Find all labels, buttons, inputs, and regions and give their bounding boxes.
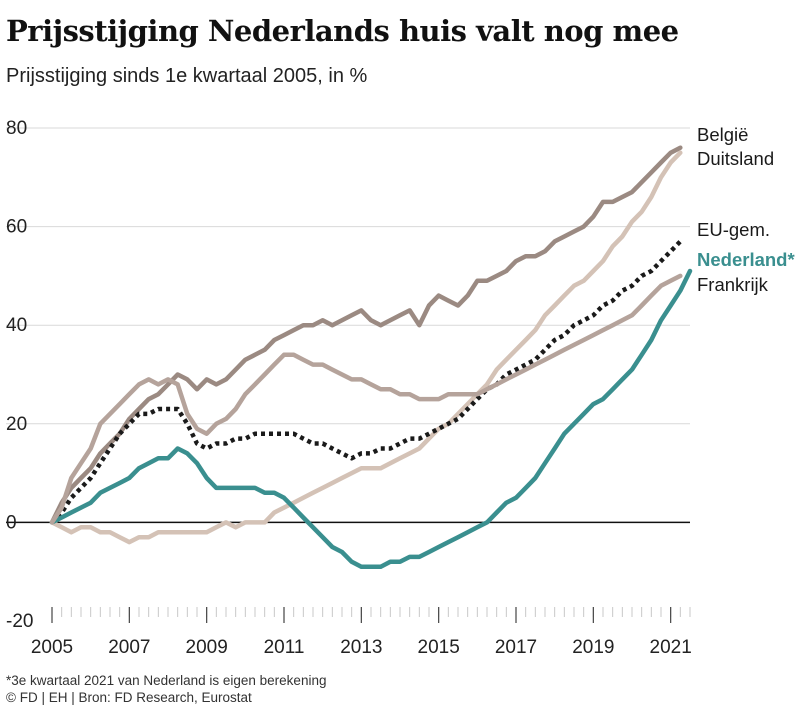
legend-label: Nederland* bbox=[697, 249, 795, 270]
x-tick-label: 2005 bbox=[31, 637, 73, 658]
legend: België Duitsland EU-gem. Nederland* Frankrij… bbox=[697, 124, 795, 295]
footnote: *3e kwartaal 2021 van Nederland is eigen… bbox=[6, 673, 327, 688]
x-tick-label: 2021 bbox=[650, 637, 692, 658]
chart-title: Prijsstijging Nederlands huis valt nog m… bbox=[6, 14, 679, 48]
x-tick-label: 2015 bbox=[418, 637, 460, 658]
x-tick-label: 2019 bbox=[572, 637, 614, 658]
legend-label: Frankrijk bbox=[697, 274, 769, 295]
y-axis-tick-labels: -20 0 20 40 60 80 bbox=[6, 118, 33, 632]
y-tick-label: 0 bbox=[6, 512, 17, 533]
series-line-duitsland bbox=[49, 150, 683, 545]
series-line-belgi bbox=[49, 145, 683, 525]
x-tick-label: 2013 bbox=[340, 637, 382, 658]
series-line-nederland bbox=[49, 268, 693, 570]
gridlines bbox=[6, 127, 690, 524]
source-credit: © FD | EH | Bron: FD Research, Eurostat bbox=[6, 690, 252, 705]
legend-label: België bbox=[697, 124, 748, 145]
x-tick-label: 2009 bbox=[186, 637, 228, 658]
y-tick-label: 80 bbox=[6, 118, 27, 139]
x-tick-label: 2007 bbox=[108, 637, 150, 658]
legend-label: Duitsland bbox=[697, 148, 774, 169]
y-tick-label: 60 bbox=[6, 217, 27, 238]
series-line-eu-gem bbox=[50, 239, 682, 524]
series-line-frankrijk bbox=[49, 273, 683, 525]
x-axis-minor-ticks bbox=[51, 607, 691, 617]
y-tick-label: 40 bbox=[6, 315, 27, 336]
series-lines bbox=[49, 145, 693, 570]
legend-label: EU-gem. bbox=[697, 219, 770, 240]
x-tick-label: 2011 bbox=[264, 637, 305, 658]
y-tick-label: 20 bbox=[6, 414, 27, 435]
x-axis-tick-labels: 2005 2007 2009 2011 2013 2015 2017 2019 2021 bbox=[31, 607, 692, 658]
x-tick-label: 2017 bbox=[495, 637, 537, 658]
chart-subtitle: Prijsstijging sinds 1e kwartaal 2005, in… bbox=[6, 65, 368, 87]
y-tick-label: -20 bbox=[6, 611, 33, 632]
